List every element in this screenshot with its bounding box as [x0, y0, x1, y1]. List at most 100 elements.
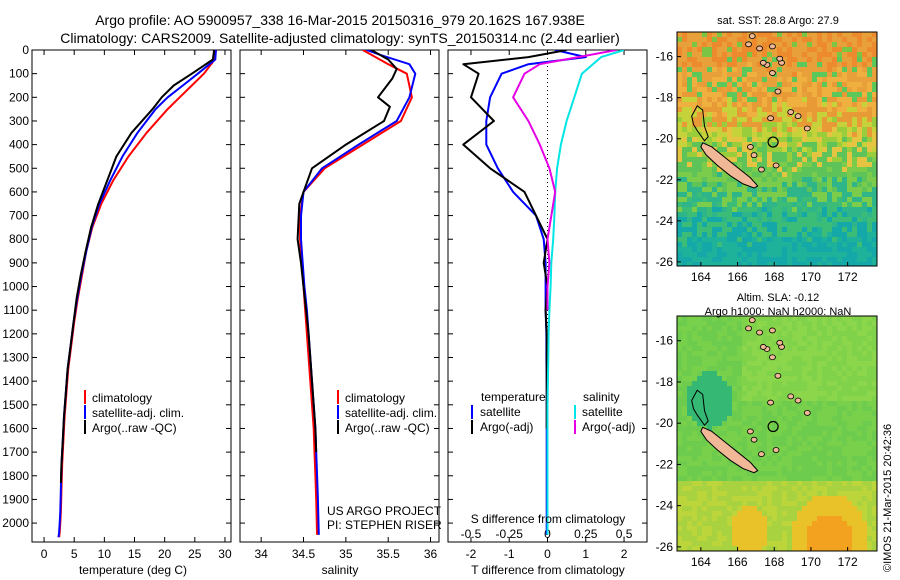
- sla_map-frame: [676, 315, 878, 552]
- y-tick-label: 800: [9, 232, 29, 246]
- y-tick-label: 500: [9, 161, 29, 175]
- sla-map-panel: 164 166 168 170 172 -16 -18 -20 -22 -24 -26: [656, 315, 878, 569]
- x-tick-label: 30: [218, 547, 232, 561]
- salinity-legend: climatology satellite-adj. clim. Argo(..…: [337, 390, 437, 435]
- difference-top-xlabel: S difference from climatology: [471, 512, 626, 526]
- legend-label-satellite: satellite-adj. clim.: [92, 406, 184, 420]
- x-tick-label: 35: [339, 547, 353, 561]
- lon-tick-label: 168: [764, 555, 784, 569]
- lat-tick-label: -22: [656, 173, 674, 187]
- y-tick-label: 1300: [2, 351, 29, 365]
- y-tick-label: 400: [9, 138, 29, 152]
- lon-tick-label: 166: [728, 270, 748, 284]
- y-tick-label: 200: [9, 90, 29, 104]
- y-tick-label: 1700: [2, 445, 29, 459]
- series-temperature-argo-adj-: [462, 50, 567, 429]
- y-tick-label: 1800: [2, 469, 29, 483]
- y-tick-label: 600: [9, 185, 29, 199]
- x-tick-label: 25: [188, 547, 202, 561]
- new-caledonia-island: [700, 426, 759, 474]
- y-tick-label: 700: [9, 209, 29, 223]
- island: [759, 59, 767, 66]
- lat-tick-label: -16: [656, 50, 674, 64]
- lon-tick-label: 168: [764, 270, 784, 284]
- island: [794, 397, 802, 404]
- new-caledonia-island: [700, 142, 759, 189]
- island: [787, 109, 795, 115]
- x-tick-label: 2: [621, 547, 628, 561]
- x-tick-label: 36: [424, 547, 438, 561]
- x-top-tick-label: 0.25: [574, 527, 598, 541]
- difference-legend: temperature salinity satellite Argo(-adj…: [471, 390, 635, 434]
- sst_map-field: [677, 32, 877, 266]
- y-tick-label: 1400: [2, 374, 29, 388]
- x-tick-label: 20: [158, 547, 172, 561]
- island: [758, 451, 765, 458]
- y-tick-label: 900: [9, 256, 29, 270]
- legend-label-satellite: satellite-adj. clim.: [345, 406, 437, 420]
- island: [769, 43, 776, 50]
- lon-tick-label: 166: [728, 555, 748, 569]
- lat-tick-label: -20: [656, 416, 674, 430]
- difference-xlabel: T difference from climatology: [471, 563, 625, 577]
- argo-float-marker: [767, 420, 779, 433]
- island: [772, 447, 780, 453]
- y-tick-label: 1200: [2, 327, 29, 341]
- temperature-legend: climatology satellite-adj. clim. Argo(..…: [84, 390, 184, 435]
- series-argo-raw-qc-: [296, 50, 398, 453]
- project-annotation: US ARGO PROJECT: [327, 504, 442, 518]
- lon-tick-label: 170: [801, 270, 821, 284]
- island: [759, 344, 767, 350]
- lat-tick-label: -26: [656, 540, 674, 554]
- island: [748, 33, 756, 40]
- sla-map-title-line1: Altim. SLA: -0.12: [737, 292, 820, 304]
- island: [746, 428, 754, 435]
- island: [803, 125, 811, 132]
- figure-title-line2: Climatology: CARS2009. Satellite-adjuste…: [60, 30, 620, 46]
- lon-tick-label: 164: [691, 555, 711, 569]
- figure-title-line1: Argo profile: AO 5900957_338 16-Mar-2015…: [95, 12, 585, 28]
- lon-tick-label: 170: [801, 555, 821, 569]
- x-tick-label: -2: [466, 547, 477, 561]
- island: [750, 152, 758, 159]
- island: [767, 399, 774, 406]
- island: [776, 339, 784, 346]
- lat-tick-label: -20: [656, 132, 674, 146]
- lat-tick-label: -24: [656, 499, 674, 513]
- salinity-xlabel: salinity: [322, 563, 359, 577]
- legend-label-argo: Argo(..raw -QC): [345, 421, 430, 435]
- y-tick-label: 1500: [2, 398, 29, 412]
- lon-tick-label: 172: [838, 270, 858, 284]
- legend-label-argo: Argo(..raw -QC): [92, 421, 177, 435]
- x-tick-label: 10: [98, 547, 112, 561]
- lon-tick-label: 172: [838, 555, 858, 569]
- y-tick-label: 1000: [2, 280, 29, 294]
- x-tick-label: 5: [71, 547, 78, 561]
- island: [756, 329, 763, 336]
- temperature-profile-panel: 0 5 10 15 20 25 300100200300400500600700800900…: [2, 43, 232, 561]
- sla-map-title-line2: Argo h1000: NaN h2000: NaN: [705, 306, 852, 318]
- lat-tick-label: -26: [656, 255, 674, 269]
- island: [787, 393, 795, 400]
- legend-title-temperature: temperature: [481, 390, 546, 404]
- legend-title-salinity: salinity: [583, 390, 620, 404]
- y-tick-label: 1600: [2, 421, 29, 435]
- x-top-tick-label: 0.5: [616, 527, 633, 541]
- island: [746, 144, 754, 150]
- x-tick-label: 0: [41, 547, 48, 561]
- lat-tick-label: -18: [656, 375, 674, 389]
- argo-float-marker: [767, 136, 779, 148]
- island: [774, 372, 782, 379]
- y-tick-label: 100: [9, 67, 29, 81]
- reef-outline: [691, 389, 709, 427]
- lon-tick-label: 164: [691, 270, 711, 284]
- x-tick-label: 15: [128, 547, 142, 561]
- island: [776, 55, 784, 62]
- sla_map-field: [677, 316, 877, 551]
- x-tick-label: -1: [504, 547, 515, 561]
- island: [756, 45, 763, 52]
- legend-label-climatology: climatology: [92, 391, 152, 405]
- island: [745, 41, 752, 48]
